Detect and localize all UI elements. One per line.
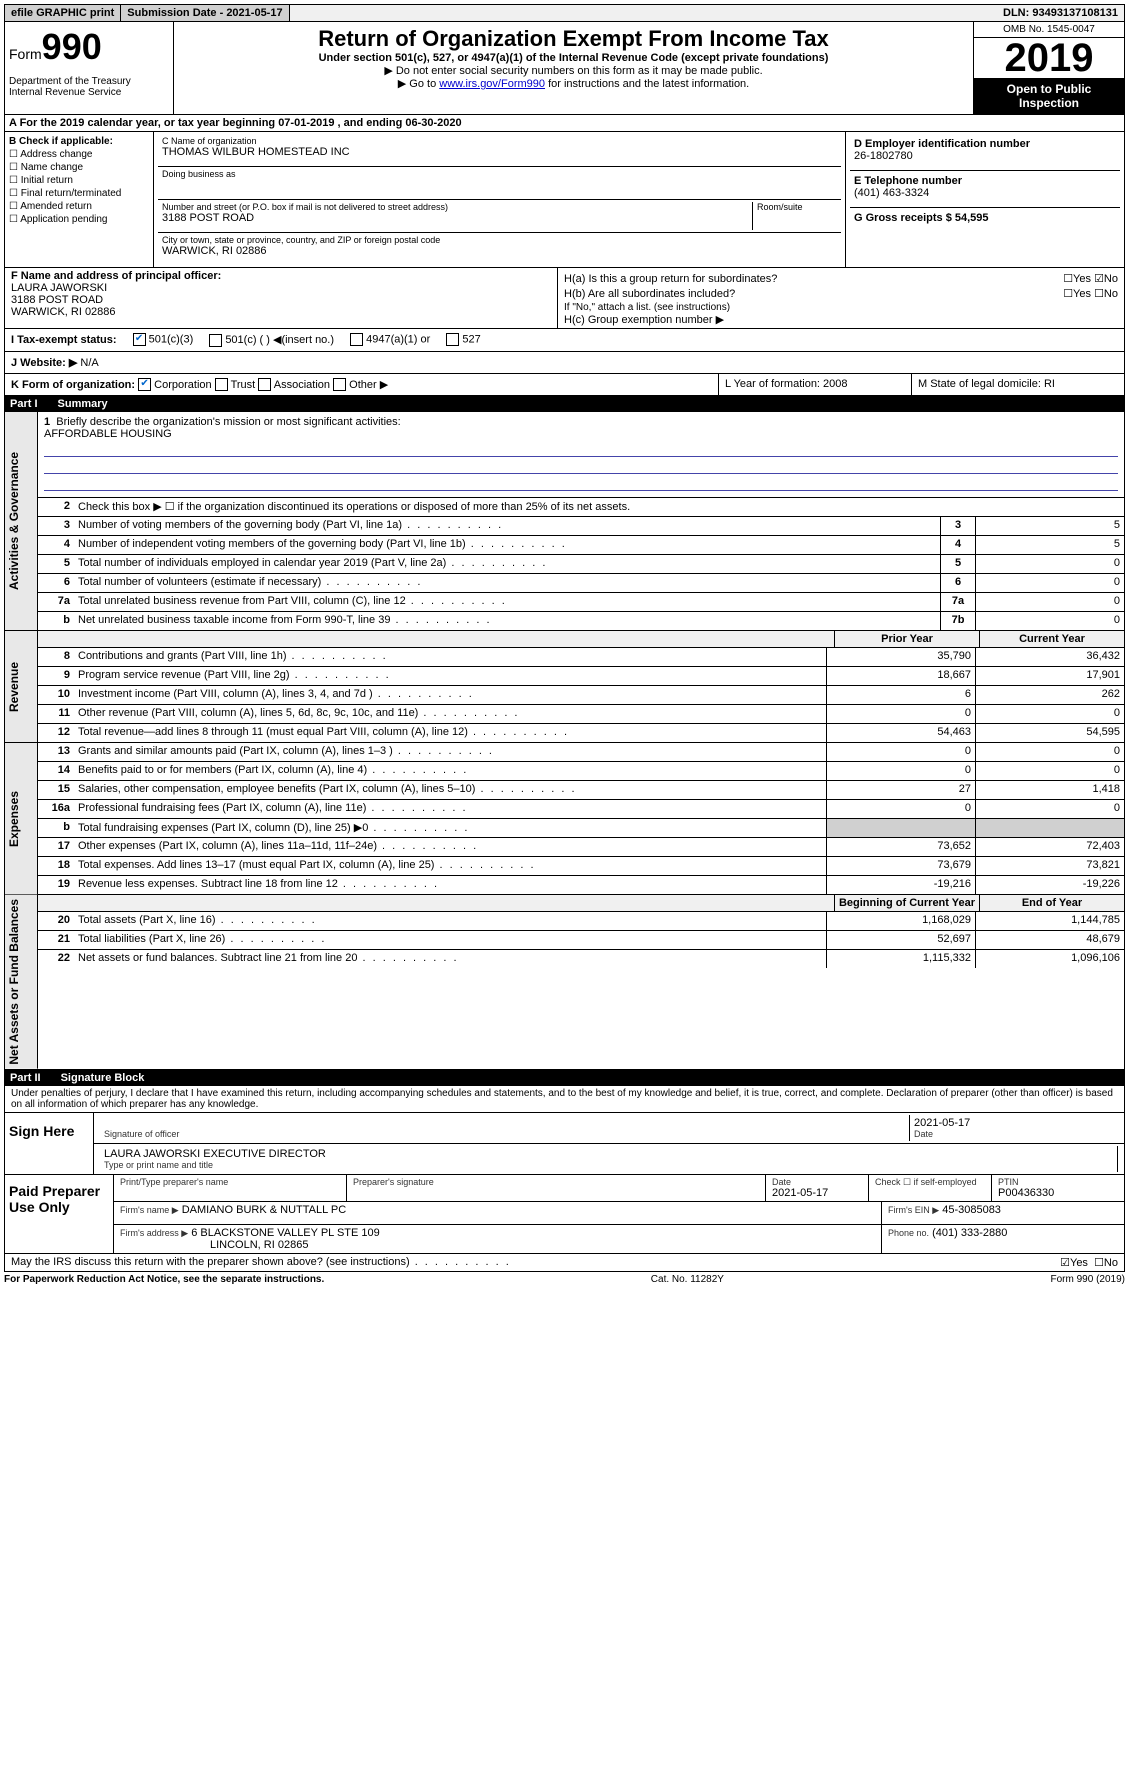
footer: For Paperwork Reduction Act Notice, see …: [4, 1272, 1125, 1287]
firm-ein: 45-3085083: [942, 1204, 1001, 1216]
top-bar: efile GRAPHIC print Submission Date - 20…: [4, 4, 1125, 22]
checkbox-trust[interactable]: [215, 378, 228, 391]
summary-line: 10Investment income (Part VIII, column (…: [38, 686, 1124, 705]
summary-line: 17Other expenses (Part IX, column (A), l…: [38, 838, 1124, 857]
tax-year: 2019: [974, 38, 1124, 78]
summary-line: 6Total number of volunteers (estimate if…: [38, 574, 1124, 593]
summary-line: 20Total assets (Part X, line 16)1,168,02…: [38, 912, 1124, 931]
checkbox-527[interactable]: [446, 333, 459, 346]
efile-button[interactable]: efile GRAPHIC print: [5, 5, 121, 21]
paid-preparer-label: Paid Preparer Use Only: [5, 1175, 114, 1253]
summary-line: 12Total revenue—add lines 8 through 11 (…: [38, 724, 1124, 742]
activities-governance: Activities & Governance 1 Briefly descri…: [4, 412, 1125, 631]
irs-link[interactable]: www.irs.gov/Form990: [439, 78, 545, 90]
ptin: P00436330: [998, 1187, 1118, 1199]
state-domicile: M State of legal domicile: RI: [912, 374, 1124, 396]
discuss-row: May the IRS discuss this return with the…: [4, 1254, 1125, 1272]
summary-line: 3Number of voting members of the governi…: [38, 517, 1124, 536]
website: N/A: [80, 357, 98, 369]
summary-line: 22Net assets or fund balances. Subtract …: [38, 950, 1124, 968]
summary-line: 13Grants and similar amounts paid (Part …: [38, 743, 1124, 762]
org-address: 3188 POST ROAD: [162, 212, 752, 224]
summary-line: 16aProfessional fundraising fees (Part I…: [38, 800, 1124, 819]
section-b: B Check if applicable: ☐ Address change …: [5, 132, 154, 267]
section-f: F Name and address of principal officer:…: [5, 268, 558, 328]
form-subtitle: Under section 501(c), 527, or 4947(a)(1)…: [178, 52, 969, 64]
checkbox-501c[interactable]: [209, 334, 222, 347]
phone: (401) 463-3324: [854, 187, 1116, 199]
net-assets-section: Net Assets or Fund Balances Beginning of…: [4, 895, 1125, 1070]
summary-line: 18Total expenses. Add lines 13–17 (must …: [38, 857, 1124, 876]
period-row: A For the 2019 calendar year, or tax yea…: [4, 115, 1125, 132]
section-klm: K Form of organization: Corporation Trus…: [4, 374, 1125, 397]
instr-link: ▶ Go to www.irs.gov/Form990 for instruct…: [178, 77, 969, 90]
instr-ssn: ▶ Do not enter social security numbers o…: [178, 64, 969, 77]
officer-signature: LAURA JAWORSKI EXECUTIVE DIRECTOR: [104, 1148, 1113, 1160]
checkbox-assoc[interactable]: [258, 378, 271, 391]
checkbox-4947[interactable]: [350, 333, 363, 346]
identity-row: B Check if applicable: ☐ Address change …: [4, 132, 1125, 268]
summary-line: 11Other revenue (Part VIII, column (A), …: [38, 705, 1124, 724]
checkbox-other[interactable]: [333, 378, 346, 391]
dln: DLN: 93493137108131: [997, 5, 1124, 21]
form-header: Form990 Department of the Treasury Inter…: [4, 22, 1125, 115]
section-deg: D Employer identification number 26-1802…: [846, 132, 1124, 267]
summary-line: bTotal fundraising expenses (Part IX, co…: [38, 819, 1124, 838]
form-number: Form990: [9, 26, 169, 68]
checkbox-corp[interactable]: [138, 378, 151, 391]
summary-line: 14Benefits paid to or for members (Part …: [38, 762, 1124, 781]
section-j: J Website: ▶ N/A: [4, 352, 1125, 374]
org-name: THOMAS WILBUR HOMESTEAD INC: [162, 146, 837, 158]
summary-line: 21Total liabilities (Part X, line 26)52,…: [38, 931, 1124, 950]
org-city: WARWICK, RI 02886: [162, 245, 837, 257]
summary-line: 7aTotal unrelated business revenue from …: [38, 593, 1124, 612]
signature-block: Under penalties of perjury, I declare th…: [4, 1086, 1125, 1254]
firm-name: DAMIANO BURK & NUTTALL PC: [182, 1204, 346, 1216]
summary-line: 5Total number of individuals employed in…: [38, 555, 1124, 574]
part1-header: Part I Summary: [4, 396, 1125, 412]
section-c: C Name of organization THOMAS WILBUR HOM…: [154, 132, 846, 267]
form-title: Return of Organization Exempt From Incom…: [178, 26, 969, 52]
mission: AFFORDABLE HOUSING: [44, 428, 1118, 440]
officer-subordinate-row: F Name and address of principal officer:…: [4, 268, 1125, 329]
ein: 26-1802780: [854, 150, 1116, 162]
section-i: I Tax-exempt status: 501(c)(3) 501(c) ( …: [4, 329, 1125, 352]
expenses-section: Expenses 13Grants and similar amounts pa…: [4, 743, 1125, 895]
year-formation: L Year of formation: 2008: [719, 374, 912, 396]
summary-line: 4Number of independent voting members of…: [38, 536, 1124, 555]
firm-phone: (401) 333-2880: [932, 1227, 1007, 1239]
checkbox-501c3[interactable]: [133, 333, 146, 346]
summary-line: 15Salaries, other compensation, employee…: [38, 781, 1124, 800]
sign-here-label: Sign Here: [5, 1113, 94, 1174]
submission-date: Submission Date - 2021-05-17: [121, 5, 289, 21]
revenue-section: Revenue Prior Year Current Year 8Contrib…: [4, 631, 1125, 743]
dept-treasury: Department of the Treasury Internal Reve…: [9, 76, 169, 98]
summary-line: 19Revenue less expenses. Subtract line 1…: [38, 876, 1124, 894]
gross-receipts: G Gross receipts $ 54,595: [854, 212, 1116, 224]
summary-line: 8Contributions and grants (Part VIII, li…: [38, 648, 1124, 667]
part2-header: Part II Signature Block: [4, 1070, 1125, 1086]
open-public-badge: Open to Public Inspection: [974, 78, 1124, 114]
summary-line: bNet unrelated business taxable income f…: [38, 612, 1124, 630]
summary-line: 9Program service revenue (Part VIII, lin…: [38, 667, 1124, 686]
section-h: H(a) Is this a group return for subordin…: [558, 268, 1124, 328]
